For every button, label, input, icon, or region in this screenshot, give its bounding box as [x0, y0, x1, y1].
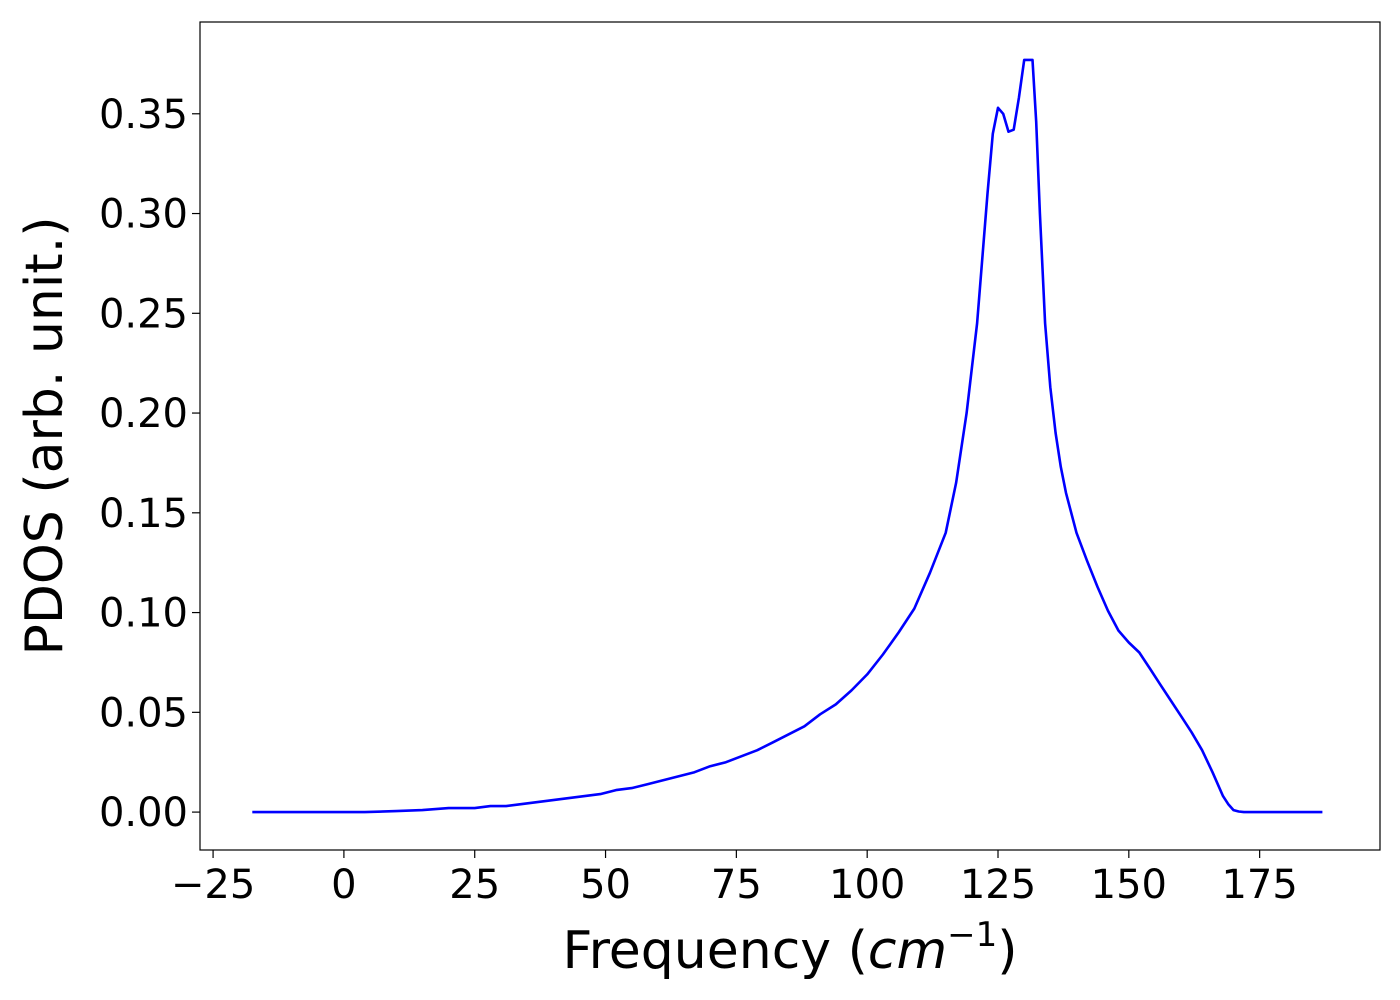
plot-frame [199, 21, 1381, 851]
x-tick-label: 150 [1091, 862, 1167, 908]
y-tick-label: 0.20 [99, 391, 188, 437]
y-tick-label: 0.25 [99, 291, 188, 337]
y-tick-label: 0.15 [99, 491, 188, 537]
x-tick-label: −25 [171, 862, 255, 908]
x-tick-label: 50 [580, 862, 631, 908]
y-tick-label: 0.00 [99, 790, 188, 836]
x-tick-label: 0 [331, 862, 356, 908]
x-axis-label: Frequency (cm−1) [562, 915, 1017, 981]
x-axis-ticks: −25 0 25 50 75 100 125 150 175 [171, 850, 1298, 908]
y-axis-label: PDOS (arb. unit.) [15, 216, 75, 655]
x-tick-label: 75 [711, 862, 762, 908]
x-tick-label: 175 [1221, 862, 1297, 908]
y-tick-label: 0.30 [99, 192, 188, 238]
y-tick-label: 0.05 [99, 690, 188, 736]
x-tick-label: 100 [829, 862, 905, 908]
y-tick-label: 0.10 [99, 591, 188, 637]
pdos-series-line [252, 58, 1323, 814]
x-tick-label: 25 [449, 862, 500, 908]
y-axis-ticks: 0.00 0.05 0.10 0.15 0.20 0.25 0.30 0.35 [99, 92, 200, 836]
x-tick-label: 125 [960, 862, 1036, 908]
y-tick-label: 0.35 [99, 92, 188, 138]
